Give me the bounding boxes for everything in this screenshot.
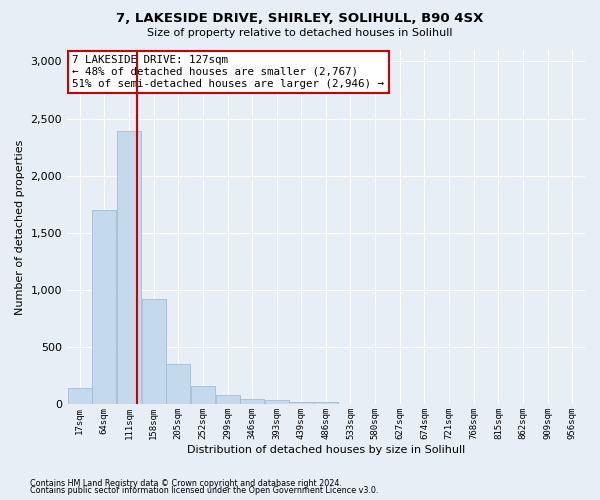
Bar (314, 402, 338, 404)
Text: Contains public sector information licensed under the Open Government Licence v3: Contains public sector information licen… (30, 486, 379, 495)
Text: 7 LAKESIDE DRIVE: 127sqm
← 48% of detached houses are smaller (2,767)
51% of sem: 7 LAKESIDE DRIVE: 127sqm ← 48% of detach… (72, 56, 384, 88)
Bar (215, 394, 239, 404)
Bar (241, 398, 264, 404)
Y-axis label: Number of detached properties: Number of detached properties (15, 140, 25, 315)
Text: Contains HM Land Registry data © Crown copyright and database right 2024.: Contains HM Land Registry data © Crown c… (30, 478, 342, 488)
Bar (265, 400, 289, 404)
Text: 7, LAKESIDE DRIVE, SHIRLEY, SOLIHULL, B90 4SX: 7, LAKESIDE DRIVE, SHIRLEY, SOLIHULL, B9… (116, 12, 484, 26)
X-axis label: Distribution of detached houses by size in Solihull: Distribution of detached houses by size … (187, 445, 465, 455)
Bar (142, 299, 166, 405)
Bar (166, 364, 190, 405)
Bar (92, 210, 116, 404)
Bar (68, 388, 92, 404)
Bar (117, 131, 141, 404)
Bar (191, 386, 215, 404)
Bar (289, 402, 313, 404)
Text: Size of property relative to detached houses in Solihull: Size of property relative to detached ho… (147, 28, 453, 38)
